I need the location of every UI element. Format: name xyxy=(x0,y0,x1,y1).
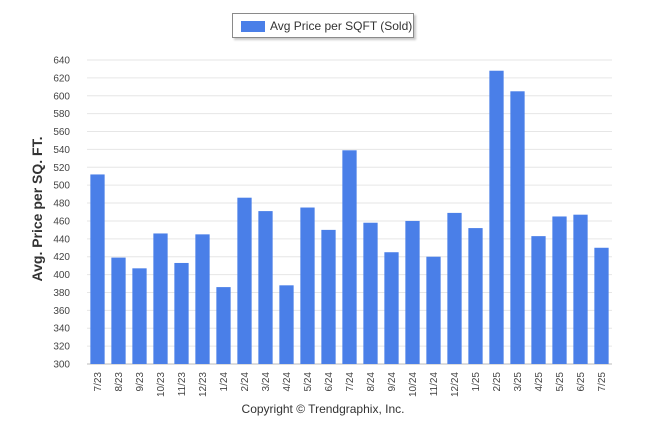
bar-9-24[interactable] xyxy=(384,252,399,364)
x-tick-label: 10/23 xyxy=(156,372,167,397)
bar-10-24[interactable] xyxy=(405,220,420,364)
y-tick-label: 540 xyxy=(53,145,70,156)
bar-11-24[interactable] xyxy=(426,256,441,364)
y-tick-label: 480 xyxy=(53,199,70,210)
x-tick-label: 5/24 xyxy=(303,372,314,392)
y-tick-label: 340 xyxy=(53,324,70,335)
y-tick-label: 640 xyxy=(53,56,70,67)
x-tick-label: 1/25 xyxy=(471,372,482,392)
bar-2-25[interactable] xyxy=(489,70,504,365)
y-axis-label: Avg. Price per SQ. FT. xyxy=(29,137,45,282)
y-tick-label: 560 xyxy=(53,127,70,138)
x-tick-label: 7/25 xyxy=(597,372,608,392)
bar-12-24[interactable] xyxy=(447,212,462,364)
legend-label: Avg Price per SQFT (Sold) xyxy=(270,19,413,33)
bar-4-24[interactable] xyxy=(279,285,294,364)
bar-1-25[interactable] xyxy=(468,228,483,364)
bars xyxy=(90,70,609,365)
bar-12-23[interactable] xyxy=(195,234,210,364)
bar-6-25[interactable] xyxy=(573,214,588,364)
x-tick-label: 2/24 xyxy=(240,372,251,392)
y-tick-label: 520 xyxy=(53,163,70,174)
x-tick-label: 12/24 xyxy=(450,372,461,397)
x-tick-label: 3/24 xyxy=(261,372,272,392)
y-tick-label: 600 xyxy=(53,91,70,102)
legend: Avg Price per SQFT (Sold) xyxy=(232,13,414,38)
x-tick-label: 8/23 xyxy=(114,372,125,392)
x-tick-label: 11/24 xyxy=(429,372,440,397)
legend-swatch xyxy=(241,21,265,32)
bar-5-24[interactable] xyxy=(300,207,315,364)
y-tick-label: 380 xyxy=(53,288,70,299)
bar-8-24[interactable] xyxy=(363,222,378,364)
bar-5-25[interactable] xyxy=(552,216,567,364)
bar-4-25[interactable] xyxy=(531,236,546,364)
bar-9-23[interactable] xyxy=(132,268,147,364)
x-tick-label: 6/25 xyxy=(576,372,587,392)
y-tick-label: 400 xyxy=(53,270,70,281)
bar-11-23[interactable] xyxy=(174,262,189,364)
copyright-footer: Copyright © Trendgraphix, Inc. xyxy=(241,402,405,416)
x-tick-label: 4/25 xyxy=(534,372,545,392)
x-tick-labels: 7/23 8/23 9/23 10/23 11/23 12/23 1/24 2/24 3/24 4… xyxy=(93,372,608,397)
y-tick-label: 420 xyxy=(53,252,70,263)
x-tick-label: 6/24 xyxy=(324,372,335,392)
x-tick-label: 8/24 xyxy=(366,372,377,392)
bar-3-24[interactable] xyxy=(258,211,273,364)
y-tick-label: 440 xyxy=(53,234,70,245)
x-tick-label: 4/24 xyxy=(282,372,293,392)
x-tick-label: 9/23 xyxy=(135,372,146,392)
y-tick-label: 580 xyxy=(53,109,70,120)
bar-6-24[interactable] xyxy=(321,229,336,364)
x-tick-label: 1/24 xyxy=(219,372,230,392)
x-tick-label: 2/25 xyxy=(492,372,503,392)
y-tick-label: 620 xyxy=(53,73,70,84)
x-tick-label: 11/23 xyxy=(177,372,188,397)
y-tick-label: 300 xyxy=(53,360,70,371)
x-tick-label: 12/23 xyxy=(198,372,209,397)
y-tick-label: 500 xyxy=(53,181,70,192)
bar-7-24[interactable] xyxy=(342,150,357,364)
bar-1-24[interactable] xyxy=(216,287,231,364)
x-tick-label: 9/24 xyxy=(387,372,398,392)
y-tick-label: 360 xyxy=(53,306,70,317)
bar-8-23[interactable] xyxy=(111,257,126,364)
bar-7-23[interactable] xyxy=(90,174,105,364)
bar-7-25[interactable] xyxy=(594,247,609,364)
y-tick-label: 460 xyxy=(53,216,70,227)
y-tick-labels: 300 320 340 360 380 400 420 440 460 480 500 520 540 5… xyxy=(53,56,70,371)
y-tick-label: 320 xyxy=(53,342,70,353)
bar-2-24[interactable] xyxy=(237,197,252,364)
x-tick-label: 3/25 xyxy=(513,372,524,392)
x-tick-label: 5/25 xyxy=(555,372,566,392)
bar-10-23[interactable] xyxy=(153,233,168,364)
x-tick-label: 7/24 xyxy=(345,372,356,392)
bar-3-25[interactable] xyxy=(510,91,525,364)
x-tick-label: 10/24 xyxy=(408,372,419,397)
x-tick-label: 7/23 xyxy=(93,372,104,392)
